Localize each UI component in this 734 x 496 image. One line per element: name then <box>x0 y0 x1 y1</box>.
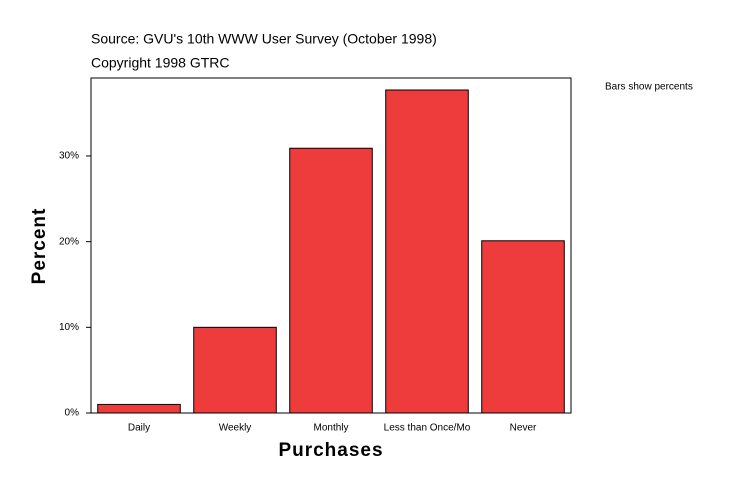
y-tick-label: 30% <box>59 151 79 162</box>
x-tick-label: Monthly <box>313 423 348 434</box>
bar <box>289 147 373 414</box>
x-tick-label: Never <box>510 423 537 434</box>
y-tick-label: 20% <box>59 236 79 247</box>
bar <box>481 240 565 414</box>
chart-title: Source: GVU's 10th WWW User Survey (Octo… <box>91 31 437 47</box>
bar <box>97 403 181 414</box>
annotation: Bars show percents <box>605 82 693 93</box>
x-tick-label: Weekly <box>219 423 252 434</box>
x-tick-label: Daily <box>128 423 150 434</box>
bar <box>193 326 277 414</box>
y-tick-label: 0% <box>65 408 80 419</box>
x-axis-title: Purchases <box>278 440 383 461</box>
bar <box>385 89 469 414</box>
y-tick-label: 10% <box>59 322 79 333</box>
x-tick-label: Less than Once/Mo <box>384 423 471 434</box>
chart-subtitle: Copyright 1998 GTRC <box>91 55 230 71</box>
y-axis-title: Percent <box>29 208 50 285</box>
